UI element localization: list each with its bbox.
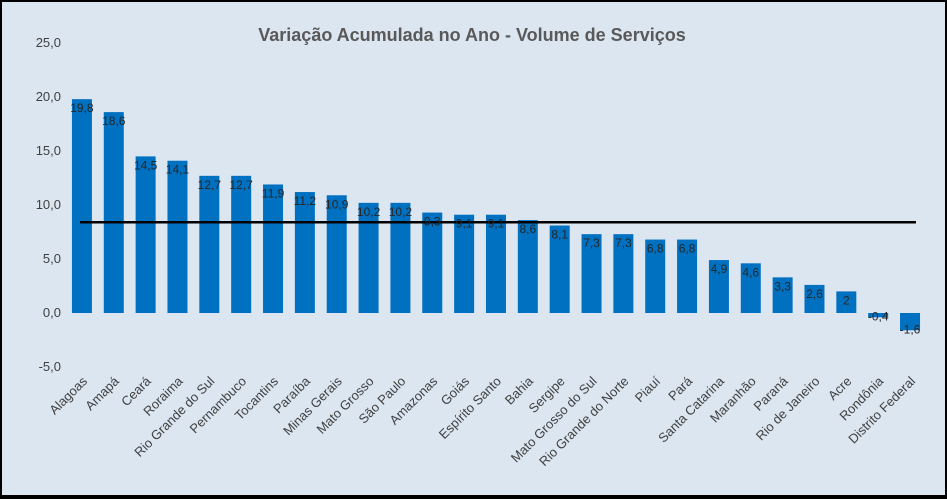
bar-series bbox=[71, 99, 921, 331]
bar bbox=[868, 313, 889, 318]
x-tick-label: Amapá bbox=[82, 373, 122, 413]
bar bbox=[103, 112, 124, 314]
y-tick-label: 5,0 bbox=[43, 251, 61, 266]
data-label: 3,3 bbox=[774, 279, 791, 293]
y-tick-label: 20,0 bbox=[36, 89, 61, 104]
data-label: 7,3 bbox=[583, 236, 600, 250]
bar bbox=[517, 220, 538, 313]
data-label: 10,2 bbox=[389, 205, 413, 219]
bar bbox=[326, 195, 347, 313]
data-label: 4,9 bbox=[711, 262, 728, 276]
data-label: 12,7 bbox=[198, 178, 222, 192]
bar bbox=[549, 225, 570, 313]
y-axis: 25,0 20,0 15,0 10,0 5,0 0,0 -5,0 bbox=[36, 35, 61, 374]
bar bbox=[135, 156, 156, 313]
bar bbox=[390, 202, 411, 313]
data-label: 10,2 bbox=[357, 205, 381, 219]
bar bbox=[645, 239, 666, 313]
y-tick-label: 25,0 bbox=[36, 35, 61, 50]
data-label: 2 bbox=[843, 293, 850, 307]
data-label: 10,9 bbox=[325, 197, 349, 211]
data-label: 14,5 bbox=[134, 158, 158, 172]
x-tick-label: Piauí bbox=[632, 373, 664, 405]
data-labels: 19,8 18,6 14,5 14,1 12,7 12,7 11,9 11,2 10,9 10,2… bbox=[70, 101, 920, 336]
bar bbox=[900, 313, 921, 331]
bar bbox=[454, 214, 475, 313]
data-label: 6,8 bbox=[679, 242, 696, 256]
bar bbox=[708, 260, 729, 313]
bar bbox=[422, 212, 443, 313]
data-label: 4,6 bbox=[742, 265, 759, 279]
bar bbox=[263, 184, 284, 313]
bar bbox=[772, 277, 793, 313]
bar bbox=[677, 239, 698, 313]
x-tick-label: Alagoas bbox=[46, 373, 90, 417]
y-tick-label: 10,0 bbox=[36, 197, 61, 212]
bar bbox=[199, 175, 220, 313]
data-label: 14,1 bbox=[166, 163, 190, 177]
bar bbox=[167, 160, 188, 313]
bar bbox=[294, 192, 315, 313]
data-label: 2,6 bbox=[806, 287, 823, 301]
bar bbox=[613, 234, 634, 313]
data-label: 12,7 bbox=[229, 178, 253, 192]
bar bbox=[358, 202, 379, 313]
y-tick-label: -5,0 bbox=[39, 359, 61, 374]
bar bbox=[231, 175, 252, 313]
data-label: 11,2 bbox=[294, 194, 317, 208]
data-label: 11,9 bbox=[262, 186, 285, 200]
bar bbox=[485, 214, 506, 313]
data-label: 6,8 bbox=[647, 242, 664, 256]
bar bbox=[71, 99, 92, 313]
chart-title: Variação Acumulada no Ano - Volume de Se… bbox=[258, 25, 685, 45]
y-tick-label: 0,0 bbox=[43, 305, 61, 320]
bar bbox=[581, 234, 602, 313]
data-label: 8,6 bbox=[519, 222, 536, 236]
data-label: 7,3 bbox=[615, 236, 632, 250]
data-label: 9,1 bbox=[488, 217, 505, 231]
data-label: -0,4 bbox=[868, 309, 889, 323]
data-label: 8,1 bbox=[551, 228, 568, 242]
bar bbox=[804, 284, 825, 313]
data-label: 9,1 bbox=[456, 217, 473, 231]
bar bbox=[836, 291, 857, 313]
data-label: 9,3 bbox=[424, 215, 441, 229]
y-tick-label: 15,0 bbox=[36, 143, 61, 158]
data-label: -1,6 bbox=[900, 322, 921, 336]
data-label: 19,8 bbox=[70, 101, 94, 115]
bar bbox=[740, 263, 761, 313]
data-label: 18,6 bbox=[102, 114, 126, 128]
